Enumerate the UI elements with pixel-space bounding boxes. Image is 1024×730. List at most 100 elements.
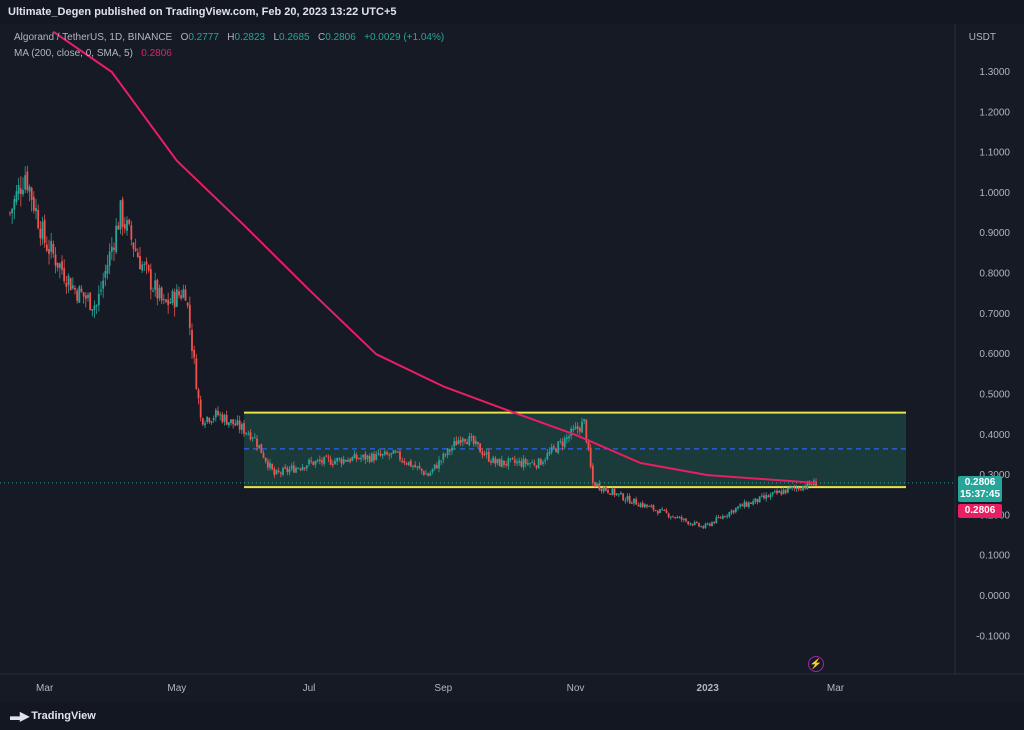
candle-body (483, 454, 486, 456)
tradingview-logo[interactable]: ▬▶ TradingView (10, 709, 96, 723)
candle-body (253, 437, 256, 439)
price-axis-currency[interactable]: USDT (968, 32, 996, 43)
candle-body (481, 451, 484, 456)
legend-open-value: 0.2777 (188, 32, 219, 43)
candle-body (97, 293, 100, 306)
ma-200-line[interactable] (52, 30, 817, 484)
candle-body (197, 389, 200, 399)
candle-body (225, 414, 228, 425)
candle-body (69, 278, 72, 291)
candle-body (11, 208, 14, 214)
candle-body (587, 441, 590, 448)
candle-body (84, 295, 87, 299)
candle-body (65, 283, 68, 287)
candle-body (149, 269, 152, 290)
candle-body (572, 428, 575, 431)
candle-body (303, 467, 306, 469)
candle-body (50, 241, 53, 252)
chart-area[interactable]: Algorand / TetherUS, 1D, BINANCE O0.2777… (0, 24, 1024, 702)
candle-body (461, 438, 464, 442)
candle-body (617, 493, 620, 495)
candle-body (126, 220, 128, 231)
candle-body (247, 433, 250, 435)
candle-body (529, 463, 531, 465)
lightning-icon[interactable]: ⚡ (808, 656, 824, 672)
candle-body (117, 225, 120, 230)
candle-body (693, 522, 696, 526)
legend-low-value: 0.2685 (279, 32, 310, 43)
tradingview-brand-text: TradingView (31, 710, 96, 722)
candle-body (95, 305, 98, 307)
candle-body (379, 453, 382, 456)
candle-body (19, 188, 22, 194)
candle-body (102, 280, 105, 289)
candle-body (650, 505, 653, 507)
candle-body (128, 219, 131, 224)
candle-body (147, 265, 150, 271)
candle-body (366, 455, 369, 459)
candle-body (15, 191, 18, 203)
candle-body (665, 510, 668, 513)
candle-body (802, 486, 804, 491)
candle-body (776, 490, 778, 494)
candle-body (180, 295, 183, 299)
candle-body (418, 465, 421, 469)
candle-body (708, 523, 711, 526)
candle-body (743, 501, 746, 508)
candle-body (273, 468, 276, 476)
y-tick-label: 0.4000 (979, 430, 1010, 441)
y-tick-label: 0.5000 (979, 389, 1010, 400)
candle-body (396, 451, 399, 453)
y-tick-label: 0.9000 (979, 228, 1010, 239)
candle-body (119, 200, 122, 230)
range-box[interactable] (244, 412, 906, 488)
candle-body (56, 262, 59, 268)
candle-body (509, 458, 512, 460)
candle-body (685, 518, 687, 522)
candle-body (195, 358, 198, 390)
candle-body (669, 516, 672, 518)
candle-body (659, 509, 661, 514)
candle-body (232, 419, 235, 425)
candle-body (279, 472, 282, 474)
legend-ma-row[interactable]: MA (200, close, 0, SMA, 5) 0.2806 (14, 46, 444, 62)
candle-body (106, 265, 109, 274)
candle-body (518, 460, 521, 463)
candle-body (249, 432, 252, 440)
candle-body (719, 517, 722, 519)
y-tick-label: 0.8000 (979, 269, 1010, 280)
candle-body (786, 487, 789, 493)
candle-body (643, 504, 646, 508)
ma-price-tag: 0.2806 (958, 504, 1002, 518)
candle-body (301, 466, 304, 471)
candle-body (39, 228, 42, 239)
bar-countdown: 15:37:45 (959, 489, 1001, 500)
candle-body (377, 452, 380, 454)
candle-body (275, 470, 278, 475)
candle-body (425, 473, 427, 475)
x-tick-label: May (167, 683, 186, 694)
candle-body (403, 461, 406, 463)
candle-body (676, 516, 679, 518)
candle-body (323, 456, 326, 464)
candle-body (459, 440, 462, 443)
candle-body (682, 518, 685, 520)
candle-body (208, 417, 211, 423)
candle-body (546, 453, 549, 460)
candle-body (160, 287, 163, 301)
candle-body (557, 441, 560, 454)
candle-body (28, 186, 31, 192)
candle-body (104, 271, 107, 278)
y-tick-label: 0.1000 (979, 551, 1010, 562)
candle-body (630, 502, 633, 504)
x-tick-label: Jul (303, 683, 316, 694)
legend-symbol[interactable]: Algorand / TetherUS, 1D, BINANCE (14, 32, 173, 43)
candle-body (474, 440, 477, 444)
x-tick-label: Sep (434, 683, 452, 694)
price-chart[interactable]: 1.3000 1.2000 1.1000 1.0000 0.9000 0.8000 0.70… (0, 24, 1024, 702)
candle-body (799, 489, 802, 491)
candle-body (648, 505, 651, 507)
candle-body (188, 304, 191, 328)
candle-body (663, 509, 666, 511)
candle-body (89, 292, 92, 310)
